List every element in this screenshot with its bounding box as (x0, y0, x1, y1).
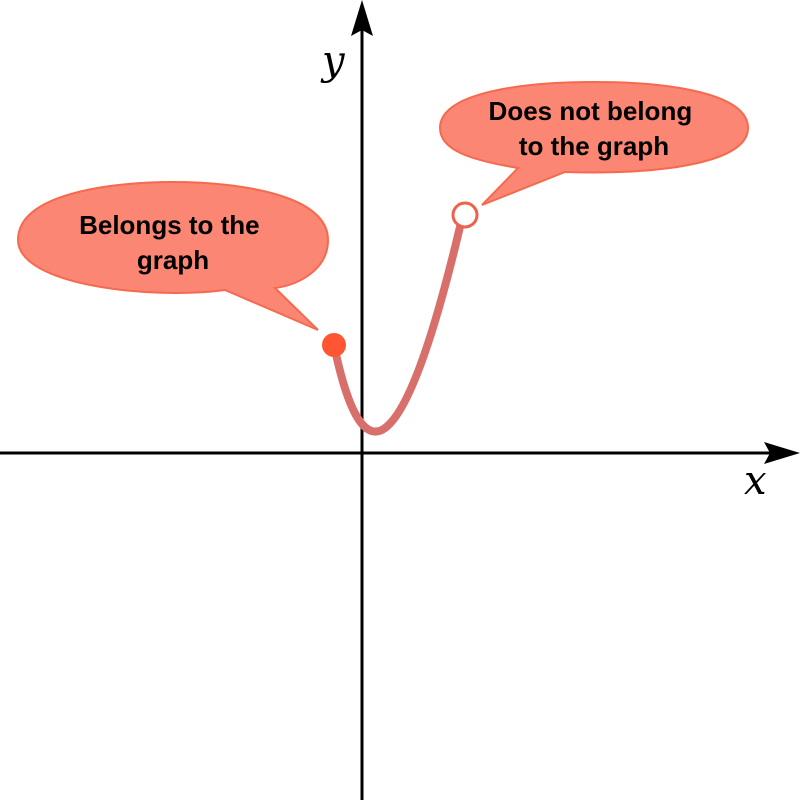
callout-not-belongs-bubble (438, 80, 750, 206)
callout-not-belongs-line2: to the graph (519, 131, 669, 161)
closed-endpoint-icon (322, 333, 346, 357)
callout-belongs-bubble (16, 180, 330, 331)
y-axis-label: y (320, 38, 346, 84)
callout-belongs-line2: graph (137, 245, 209, 275)
callout-belongs-text: Belongs to the graph (79, 210, 267, 275)
open-endpoint-icon (451, 201, 479, 229)
callout-belongs: Belongs to the graph (16, 180, 330, 331)
x-axis-arrow-icon (764, 442, 800, 464)
callout-not-belongs-text: Does not belong to the graph (489, 96, 700, 161)
callout-not-belongs-line1: Does not belong (489, 96, 693, 126)
x-axis-label: x (744, 458, 767, 504)
callout-belongs-line1: Belongs to the (79, 210, 260, 240)
y-axis-arrow-icon (351, 0, 373, 36)
function-curve (330, 210, 467, 436)
callout-not-belongs: Does not belong to the graph (438, 80, 750, 206)
